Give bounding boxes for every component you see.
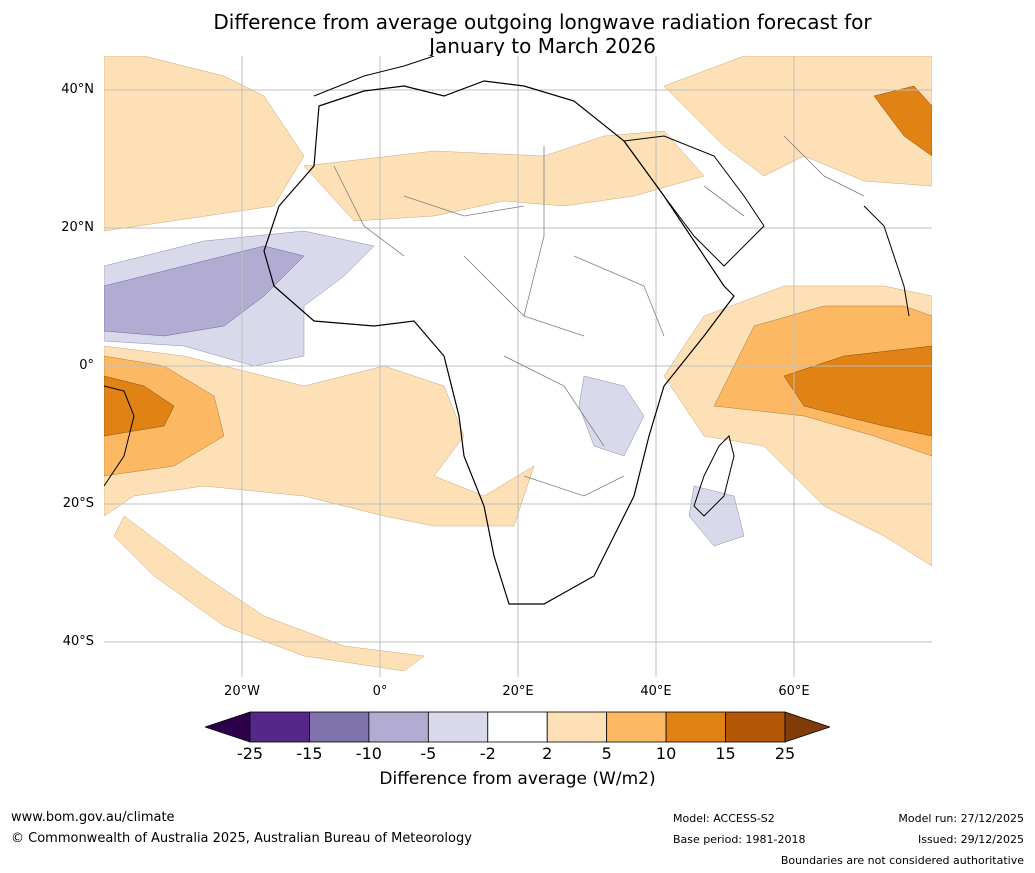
model-run-date: Model run: 27/12/2025 [898,812,1024,825]
map-title-line2: January to March 2026 [429,34,656,58]
colorbar-cell [368,711,429,743]
colorbar-tick-label: -2 [479,744,496,763]
colorbar-cell [487,711,548,743]
lon-label-20w: 20°W [224,684,260,699]
colorbar-arrow-min [205,711,251,743]
india-coastline [863,205,910,317]
colorbar-tick-label: -10 [355,744,382,763]
anomaly-region-tan-sahara [303,130,705,222]
colorbar-cell [546,711,608,743]
base-period: Base period: 1981-2018 [673,833,806,846]
anomaly-region-lightpurple-east-africa [578,375,645,457]
lon-label-0: 0° [372,684,388,699]
arabia-coastline [623,135,765,267]
lon-label-60e: 60°E [778,684,810,699]
lat-label-40s: 40°S [62,634,94,649]
colorbar-tick-label: 2 [542,744,553,763]
madagascar-coastline [693,435,735,517]
boundaries-disclaimer: Boundaries are not considered authoritat… [780,854,1024,867]
lon-label-20e: 20°E [502,684,534,699]
anomaly-region-darkorange-iran [873,85,932,157]
lat-label-20s: 20°S [62,496,94,511]
anomaly-region-tan-north-atlantic [104,56,305,232]
anomaly-region-darkorange-indian-ocean [783,345,932,437]
colorbar-cell [725,711,786,743]
colorbar [205,711,830,743]
anomaly-region-purple-tropical-atlantic [104,245,305,337]
colorbar-cell [665,711,726,743]
lat-label-equator: 0° [79,358,94,373]
lat-label-40n: 40°N [61,82,94,97]
colorbar-cell [427,711,489,743]
colorbar-tick-label: 10 [655,744,677,763]
colorbar-tick-label: -25 [236,744,264,763]
olr-anomaly-map [104,56,932,677]
copyright-text: © Commonwealth of Australia 2025, Austra… [11,831,472,846]
colorbar-tick-label: -15 [296,744,323,763]
anomaly-region-tan-south-band [113,515,425,672]
anomaly-region-darkorange-brazil [104,375,175,437]
colorbar-tick-label: 5 [601,744,612,763]
colorbar-arrow-max [784,711,830,743]
colorbar-cell [249,711,310,743]
colorbar-tick-label: 25 [774,744,796,763]
map-title-line1: Difference from average outgoing longwav… [213,10,872,34]
colorbar-tick-label: 15 [715,744,736,763]
colorbar-cell [309,711,370,743]
south-america-coastline [104,385,135,487]
lat-label-20n: 20°N [61,220,94,235]
anomaly-region-tan-middle-east [663,56,932,187]
colorbar-tick-label: -5 [420,744,437,763]
anomaly-region-lightpurple-madagascar [688,485,745,547]
issued-date: Issued: 29/12/2025 [917,833,1024,846]
lon-label-40e: 40°E [640,684,672,699]
graticule [104,56,932,677]
africa-coastline [263,80,735,605]
colorbar-label: Difference from average (W/m2) [379,769,656,789]
anomaly-region-tan-south-atlantic [104,345,535,527]
colorbar-cell [606,711,667,743]
country-borders [333,135,865,497]
europe-coastline [313,56,435,97]
website-link[interactable]: www.bom.gov.au/climate [11,810,175,825]
model-name: Model: ACCESS-S2 [673,812,775,825]
